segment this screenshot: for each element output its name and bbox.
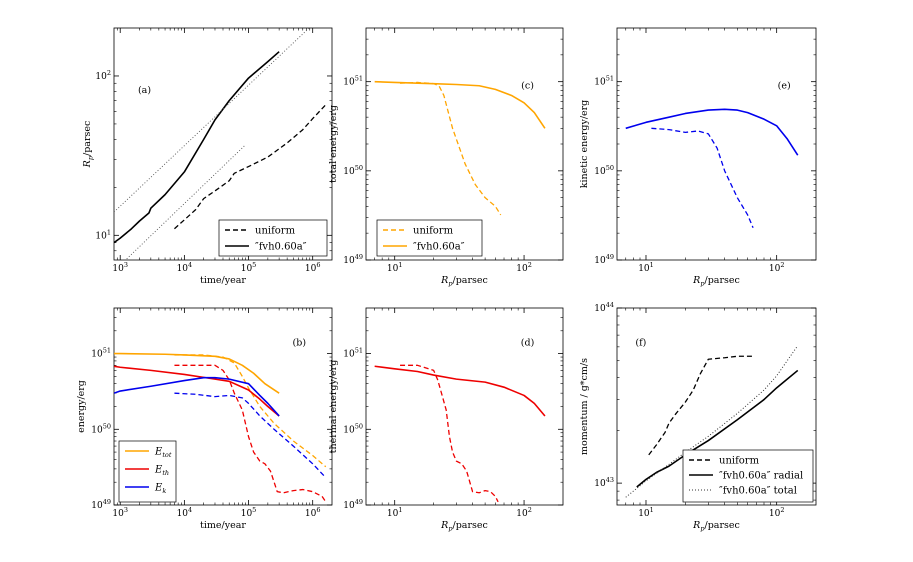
panel-e: 101 102 1049 1050 1051 Rp/parsec kinetic energ…: [579, 27, 817, 288]
legend-box: [682, 449, 814, 503]
series-line: [114, 51, 280, 244]
panel-label: (e): [778, 80, 791, 91]
y-tick-label: 1050: [343, 164, 363, 177]
x-tick-label: 102: [769, 261, 785, 274]
panel-d: 101 102 1049 1050 1051 Rp/parsec thermal energ…: [328, 307, 564, 533]
x-tick-label: 106: [305, 261, 321, 274]
series-line: [648, 355, 754, 456]
y-axis-label: Rp/parsec: [82, 121, 95, 169]
legend-label: uniform: [719, 456, 760, 467]
y-tick-label: 1051: [594, 75, 614, 88]
x-tick-label: 101: [387, 506, 403, 519]
series-line: [174, 104, 327, 230]
series-line: [651, 127, 754, 229]
panel-b: 103 104 105 106 1049 1050 1051 time/year energy/…: [76, 307, 333, 531]
legend-label: ″fvh0.60a″ total: [719, 486, 797, 497]
y-tick-label: 1051: [343, 347, 363, 360]
plot-frame: [616, 307, 817, 506]
x-tick-label: 105: [241, 261, 257, 274]
x-tick-label: 101: [638, 506, 654, 519]
y-tick-label: 1049: [343, 498, 363, 511]
y-tick-label: 1050: [91, 422, 111, 435]
legend: uniform ″fvh0.60a″: [376, 219, 483, 257]
legend-label: ″fvh0.60a″ radial: [719, 471, 803, 482]
legend-box: [218, 219, 328, 257]
panel-label: (d): [521, 337, 535, 348]
series-line: [400, 81, 502, 216]
plot-frame: [616, 27, 817, 261]
y-tick-label: 1051: [91, 347, 111, 360]
series-line: [114, 352, 280, 394]
y-tick-label: 1051: [343, 75, 363, 88]
x-tick-label: 104: [177, 506, 193, 519]
x-tick-label: 106: [305, 506, 321, 519]
legend-label: Eth: [154, 465, 169, 478]
series-line: [625, 108, 799, 156]
legend-label: uniform: [255, 226, 296, 237]
y-tick-label: 1044: [594, 301, 614, 314]
panel-f: 101 102 1043 1044 Rp/parsec momentum / g*cm/s…: [579, 301, 817, 533]
legend-box: [376, 219, 483, 257]
legend-label: Etot: [154, 447, 172, 460]
series-line: [174, 392, 327, 479]
x-tick-label: 103: [112, 506, 128, 519]
panel-label: (f): [635, 337, 646, 348]
series-line: [636, 369, 799, 488]
legend-label: uniform: [413, 226, 454, 237]
series-line: [114, 376, 280, 417]
series-line: [114, 28, 310, 213]
series-line: [114, 365, 280, 417]
series-line: [625, 345, 799, 498]
y-axis-label: momentum / g*cm/s: [579, 358, 590, 455]
x-axis-label: Rp/parsec: [440, 275, 488, 288]
legend-label: Ek: [154, 483, 166, 496]
y-tick-label: 101: [95, 228, 111, 241]
panel-c: 101 102 1049 1050 1051 Rp/parsec total energy/…: [328, 27, 564, 288]
y-tick-label: 1050: [594, 164, 614, 177]
panel-label: (a): [138, 85, 151, 96]
legend: uniform ″fvh0.60a″ radial ″fvh0.60a″ total: [682, 449, 814, 503]
x-axis-label: Rp/parsec: [440, 520, 488, 533]
panel-a: 103 104 105 106 101 102 time/year Rp/parsec (a) u…: [82, 27, 333, 286]
legend-label: ″fvh0.60a″: [413, 242, 465, 253]
y-axis-label: total energy/erg: [328, 105, 339, 183]
y-tick-label: 1049: [594, 253, 614, 266]
legend: uniform ″fvh0.60a″: [218, 219, 328, 257]
x-tick-label: 103: [112, 261, 128, 274]
y-tick-label: 1049: [91, 498, 111, 511]
y-tick-label: 1050: [343, 422, 363, 435]
x-tick-label: 102: [516, 506, 532, 519]
series-line: [400, 364, 499, 503]
panel-label: (c): [521, 80, 534, 91]
x-tick-label: 101: [638, 261, 654, 274]
x-axis-label: Rp/parsec: [692, 520, 740, 533]
legend-label: ″fvh0.60a″: [255, 242, 307, 253]
legend: Etot Eth Ek: [118, 440, 177, 503]
x-tick-label: 105: [241, 506, 257, 519]
x-axis-label: time/year: [200, 520, 246, 531]
y-axis-label: energy/erg: [76, 380, 87, 433]
x-tick-label: 102: [769, 506, 785, 519]
x-axis-label: Rp/parsec: [692, 275, 740, 288]
x-axis-label: time/year: [200, 275, 246, 286]
y-axis-label: thermal energy/erg: [328, 360, 339, 454]
y-tick-label: 1043: [594, 476, 614, 489]
y-tick-label: 1049: [343, 253, 363, 266]
series-line: [374, 80, 546, 129]
series-line: [124, 144, 246, 260]
x-tick-label: 102: [516, 261, 532, 274]
y-axis-label: kinetic energy/erg: [579, 100, 590, 189]
x-tick-label: 104: [177, 261, 193, 274]
series-line: [374, 365, 546, 417]
panel-label: (b): [293, 337, 307, 348]
x-tick-label: 101: [387, 261, 403, 274]
y-tick-label: 102: [95, 69, 111, 82]
